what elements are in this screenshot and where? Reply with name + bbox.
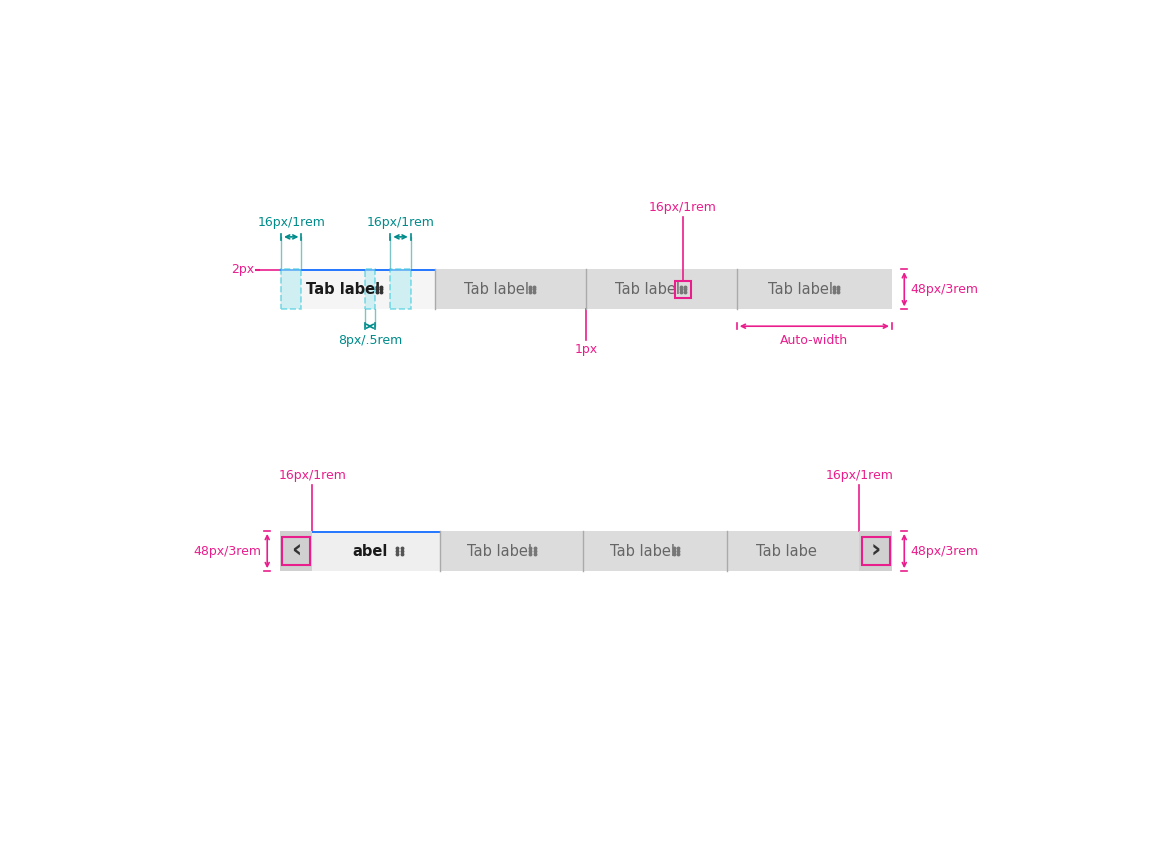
Text: Tab label: Tab label xyxy=(615,282,680,296)
Text: Tab label: Tab label xyxy=(768,282,833,296)
Text: 48px/3rem: 48px/3rem xyxy=(194,544,262,557)
Text: 8px/.5rem: 8px/.5rem xyxy=(338,334,402,347)
Bar xyxy=(312,531,440,532)
Bar xyxy=(282,537,310,565)
Text: 2px: 2px xyxy=(230,264,255,276)
Bar xyxy=(859,531,892,571)
Bar xyxy=(280,531,892,571)
Text: ‹: ‹ xyxy=(290,539,301,563)
Text: 1px: 1px xyxy=(574,343,598,356)
Bar xyxy=(365,270,374,309)
Text: Tab label: Tab label xyxy=(306,282,380,296)
Text: 16px/1rem: 16px/1rem xyxy=(279,469,346,482)
Text: 16px/1rem: 16px/1rem xyxy=(257,216,325,229)
Bar xyxy=(312,531,440,571)
Text: Tab label: Tab label xyxy=(467,543,532,558)
Bar xyxy=(281,270,302,309)
Text: 48px/3rem: 48px/3rem xyxy=(910,544,978,557)
Bar xyxy=(675,281,691,298)
Text: ›: › xyxy=(871,539,881,563)
Bar xyxy=(862,537,889,565)
Text: Tab labe: Tab labe xyxy=(757,543,817,558)
Text: 16px/1rem: 16px/1rem xyxy=(649,200,717,213)
Bar xyxy=(280,531,312,571)
Text: Tab label: Tab label xyxy=(464,282,529,296)
Text: 16px/1rem: 16px/1rem xyxy=(825,469,893,482)
Bar xyxy=(280,270,892,309)
Bar xyxy=(280,270,434,309)
Text: 48px/3rem: 48px/3rem xyxy=(910,283,978,295)
Text: Auto-width: Auto-width xyxy=(780,334,848,347)
Text: Tab label: Tab label xyxy=(611,543,675,558)
Text: 16px/1rem: 16px/1rem xyxy=(366,216,434,229)
Text: abel: abel xyxy=(353,543,387,558)
Bar xyxy=(391,270,410,309)
